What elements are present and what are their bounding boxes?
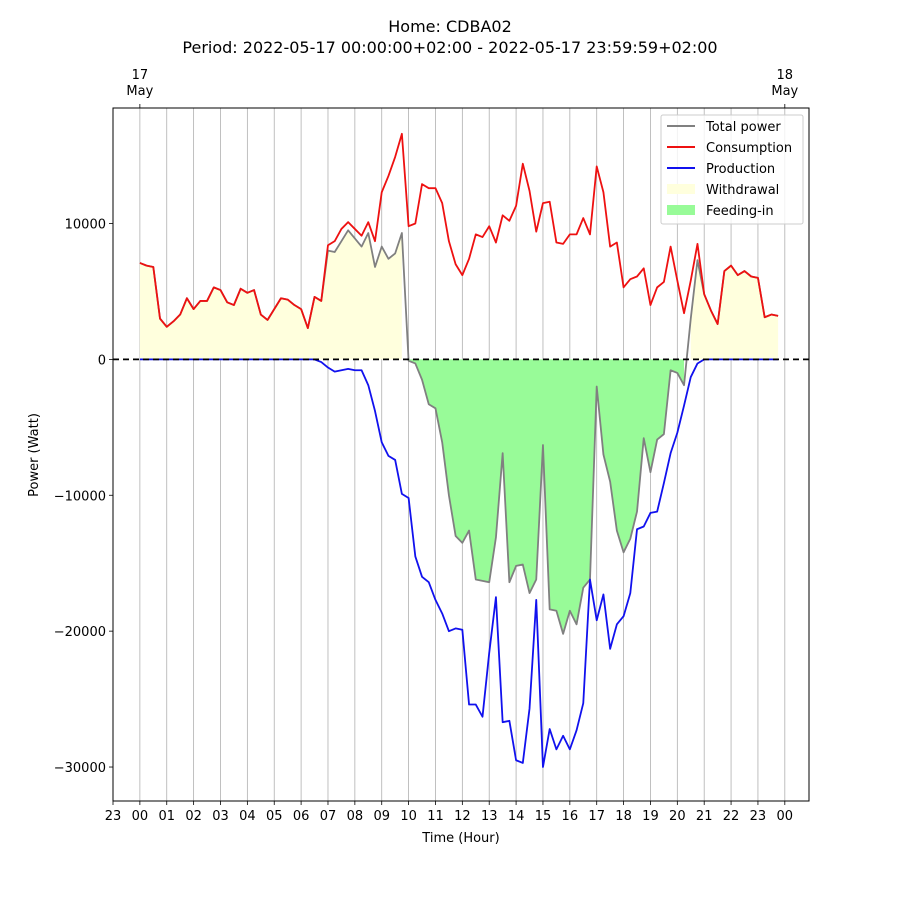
- x-tick-label: 05: [266, 809, 283, 824]
- legend-label: Withdrawal: [706, 183, 779, 198]
- feeding-in-area: [408, 359, 685, 634]
- x-tick-label: 16: [562, 809, 579, 824]
- x-tick-label: 03: [212, 809, 229, 824]
- legend-label: Consumption: [706, 141, 792, 156]
- chart-title-line2: Period: 2022-05-17 00:00:00+02:00 - 2022…: [182, 38, 717, 57]
- x-tick-label: 21: [696, 809, 713, 824]
- withdrawal-area: [139, 230, 402, 360]
- x-tick-label: 01: [158, 809, 175, 824]
- chart-title-line1: Home: CDBA02: [388, 17, 512, 36]
- x-tick-label: 22: [723, 809, 740, 824]
- x-tick-label: 19: [642, 809, 659, 824]
- x-axis-ticks: 23 00 01 02 03 04 05 06 07 08 09 10 11 12 13 14 15 16 17 18…: [105, 801, 793, 824]
- x-tick-label: 07: [320, 809, 337, 824]
- legend-label: Production: [706, 162, 775, 177]
- x-tick-label: 09: [373, 809, 390, 824]
- legend-swatch: [667, 205, 695, 215]
- y-axis-label: Power (Watt): [27, 413, 42, 497]
- y-tick-label: −20000: [54, 625, 106, 640]
- y-tick-label: 0: [98, 353, 106, 368]
- x-tick-label: 08: [347, 809, 364, 824]
- x-tick-label: 14: [508, 809, 525, 824]
- x-tick-label: 10: [400, 809, 417, 824]
- legend-box: [660, 114, 804, 225]
- withdrawal-area: [690, 260, 779, 360]
- x-tick-label: 20: [669, 809, 686, 824]
- legend-label: Total power: [705, 120, 781, 135]
- x-tick-label: 13: [481, 809, 498, 824]
- plot-frame: [112, 107, 810, 802]
- x-tick-label: 23: [105, 809, 122, 824]
- y-tick-label: −10000: [54, 489, 106, 504]
- x-tick-label: 02: [185, 809, 202, 824]
- x-tick-label: 12: [454, 809, 471, 824]
- x-tick-label: 00: [777, 809, 794, 824]
- x-tick-label: 23: [750, 809, 767, 824]
- x-tick-label: 04: [239, 809, 256, 824]
- x-tick-label: 18: [615, 809, 632, 824]
- top-tick-month: May: [771, 84, 798, 99]
- legend: Total power Consumption Production Withdraw…: [660, 114, 804, 225]
- legend-label: Feeding-in: [706, 204, 774, 219]
- area-fills: [139, 230, 779, 634]
- x-tick-label: 15: [535, 809, 552, 824]
- top-tick-day: 17: [132, 68, 149, 83]
- y-tick-label: 10000: [65, 218, 106, 233]
- y-axis-ticks: 10000 0 −10000 −20000 −30000: [54, 218, 113, 776]
- top-tick-day: 18: [777, 68, 794, 83]
- top-tick-month: May: [126, 84, 153, 99]
- x-tick-label: 11: [427, 809, 444, 824]
- y-tick-label: −30000: [54, 761, 106, 776]
- consumption-line: [139, 132, 779, 330]
- legend-swatch: [667, 184, 695, 194]
- x-tick-label: 17: [588, 809, 605, 824]
- x-axis-label: Time (Hour): [421, 831, 499, 846]
- x-tick-label: 06: [293, 809, 310, 824]
- x-tick-label: 00: [132, 809, 149, 824]
